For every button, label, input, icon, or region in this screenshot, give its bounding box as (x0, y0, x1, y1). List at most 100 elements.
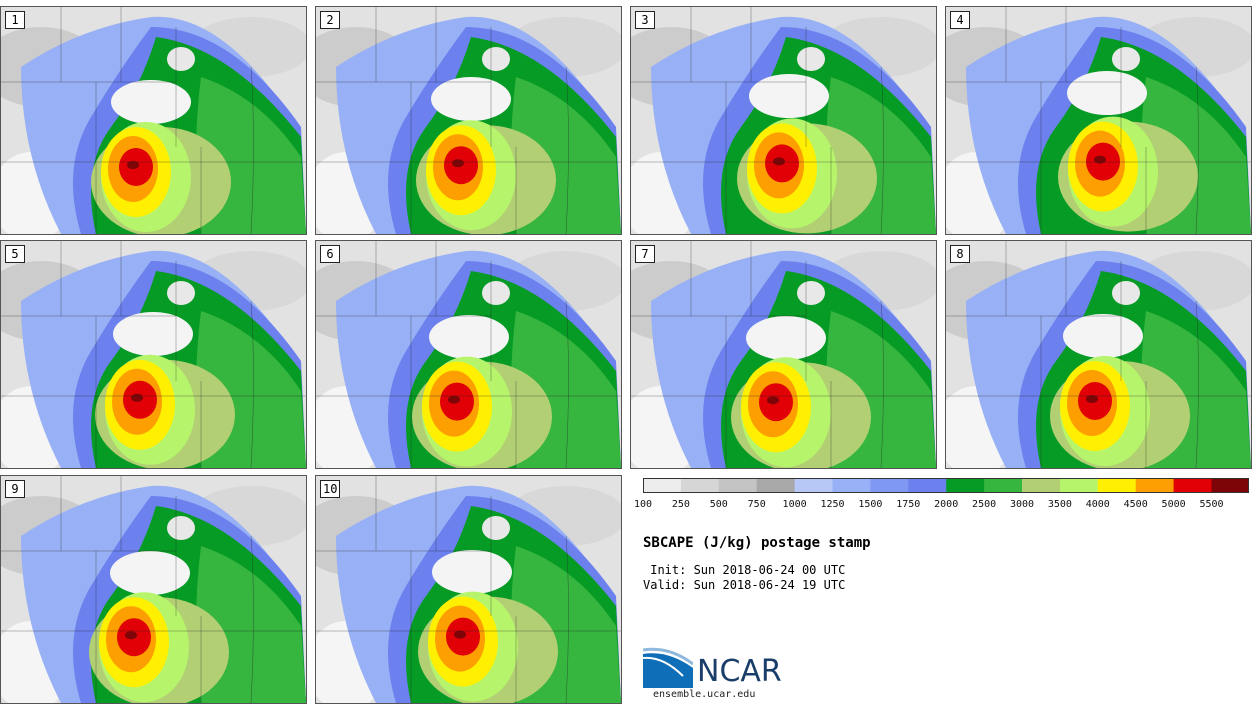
dry-slot (167, 281, 195, 305)
colorbar-tick-label: 2000 (934, 499, 959, 510)
colorbar-segment (1059, 478, 1099, 492)
member-label: 8 (950, 245, 970, 263)
colorbar-tick-label: 5500 (1199, 499, 1224, 510)
dry-slot (746, 316, 826, 360)
colorbar-tick-label: 5000 (1161, 499, 1186, 510)
cape-map (946, 7, 1251, 234)
member-label: 5 (5, 245, 25, 263)
member-label: 9 (5, 480, 25, 498)
dry-slot (110, 551, 190, 595)
colorbar-tick-label: 1000 (782, 499, 807, 510)
state-boundary (1195, 66, 1199, 234)
member-panel-4: 4 (945, 6, 1252, 235)
colorbar-tick-label: 3500 (1047, 499, 1072, 510)
member-label: 2 (320, 11, 340, 29)
cape-contour-5500 (125, 631, 137, 640)
website-url[interactable]: ensemble.ucar.edu (653, 689, 756, 700)
state-boundary (1195, 300, 1199, 468)
cape-map (316, 476, 621, 703)
colorbar-tick-label: 1500 (858, 499, 883, 510)
colorbar-segment (1022, 478, 1061, 492)
state-boundary (565, 66, 569, 234)
member-panel-2: 2 (315, 6, 622, 235)
colorbar-segment (1211, 478, 1249, 492)
colorbar-tick-label: 750 (747, 499, 766, 510)
cape-map (1, 241, 306, 468)
state-boundary (250, 66, 254, 234)
colorbar-tick-label: 3000 (1009, 499, 1035, 510)
dry-slot (167, 516, 195, 540)
dry-slot (111, 80, 191, 124)
cape-contour-5500 (452, 159, 464, 168)
cape-contour-5500 (1086, 395, 1098, 403)
colorbar-segment (680, 478, 720, 492)
cape-map (631, 241, 936, 468)
member-panel-8: 8 (945, 240, 1252, 469)
state-boundary (565, 535, 569, 703)
member-label: 3 (635, 11, 655, 29)
cape-map (1, 476, 306, 703)
colorbar-segment (718, 478, 758, 492)
ncar-logo-icon (643, 647, 693, 688)
member-panel-7: 7 (630, 240, 937, 469)
member-panel-9: 9 (0, 475, 307, 704)
chart-title: SBCAPE (J/kg) postage stamp (643, 535, 871, 551)
dry-slot (797, 281, 825, 305)
dry-slot (482, 516, 510, 540)
dry-slot (167, 47, 195, 71)
dry-slot (1063, 314, 1143, 358)
colorbar-segment (832, 478, 871, 492)
cape-contour-5500 (1094, 155, 1106, 164)
cape-contour-5500 (448, 395, 460, 404)
dry-slot (1067, 71, 1147, 115)
ncar-logo-text: NCAR (697, 654, 782, 689)
cape-contour-5500 (454, 630, 466, 639)
colorbar-tick-label: 100 (633, 499, 653, 510)
colorbar-tick-label: 1750 (896, 499, 921, 510)
member-panel-3: 3 (630, 6, 937, 235)
member-panel-6: 6 (315, 240, 622, 469)
colorbar-segment (643, 478, 682, 492)
colorbar-tick-label: 4500 (1123, 499, 1148, 510)
dry-slot (429, 315, 509, 359)
member-panel-10: 10 (315, 475, 622, 704)
dry-slot (482, 47, 510, 71)
member-panel-1: 1 (0, 6, 307, 235)
cape-contour-5500 (127, 161, 139, 169)
dry-slot (482, 281, 510, 305)
member-panel-5: 5 (0, 240, 307, 469)
cape-map (316, 7, 621, 234)
colorbar (643, 478, 1249, 493)
colorbar-segment (984, 478, 1023, 492)
dry-slot (749, 74, 829, 118)
colorbar-segment (1135, 478, 1175, 492)
dry-slot (431, 77, 511, 121)
member-label: 10 (320, 480, 341, 498)
state-boundary (250, 300, 254, 468)
colorbar-segment (1097, 478, 1137, 492)
cape-map (631, 7, 936, 234)
colorbar-tick-label: 250 (671, 499, 690, 510)
valid-time: Valid: Sun 2018-06-24 19 UTC (643, 578, 846, 592)
init-time: Init: Sun 2018-06-24 00 UTC (643, 563, 846, 577)
colorbar-tick-label: 1250 (820, 499, 845, 510)
colorbar-segment (870, 478, 909, 492)
member-label: 7 (635, 245, 655, 263)
member-label: 4 (950, 11, 970, 29)
colorbar-tick-label: 4000 (1085, 499, 1110, 510)
colorbar-segment (1173, 478, 1212, 492)
cape-contour-5500 (131, 393, 143, 402)
colorbar-tick-label: 2500 (972, 499, 997, 510)
cape-contour-5500 (767, 396, 779, 405)
colorbar-tick-label: 500 (709, 499, 728, 510)
cape-map (316, 241, 621, 468)
cape-map (1, 7, 306, 234)
cape-map (946, 241, 1251, 468)
dry-slot (432, 550, 512, 594)
dry-slot (113, 312, 193, 356)
colorbar-segment (908, 478, 947, 492)
member-label: 1 (5, 11, 25, 29)
dry-slot (1112, 281, 1140, 305)
state-boundary (880, 66, 884, 234)
state-boundary (880, 300, 884, 468)
